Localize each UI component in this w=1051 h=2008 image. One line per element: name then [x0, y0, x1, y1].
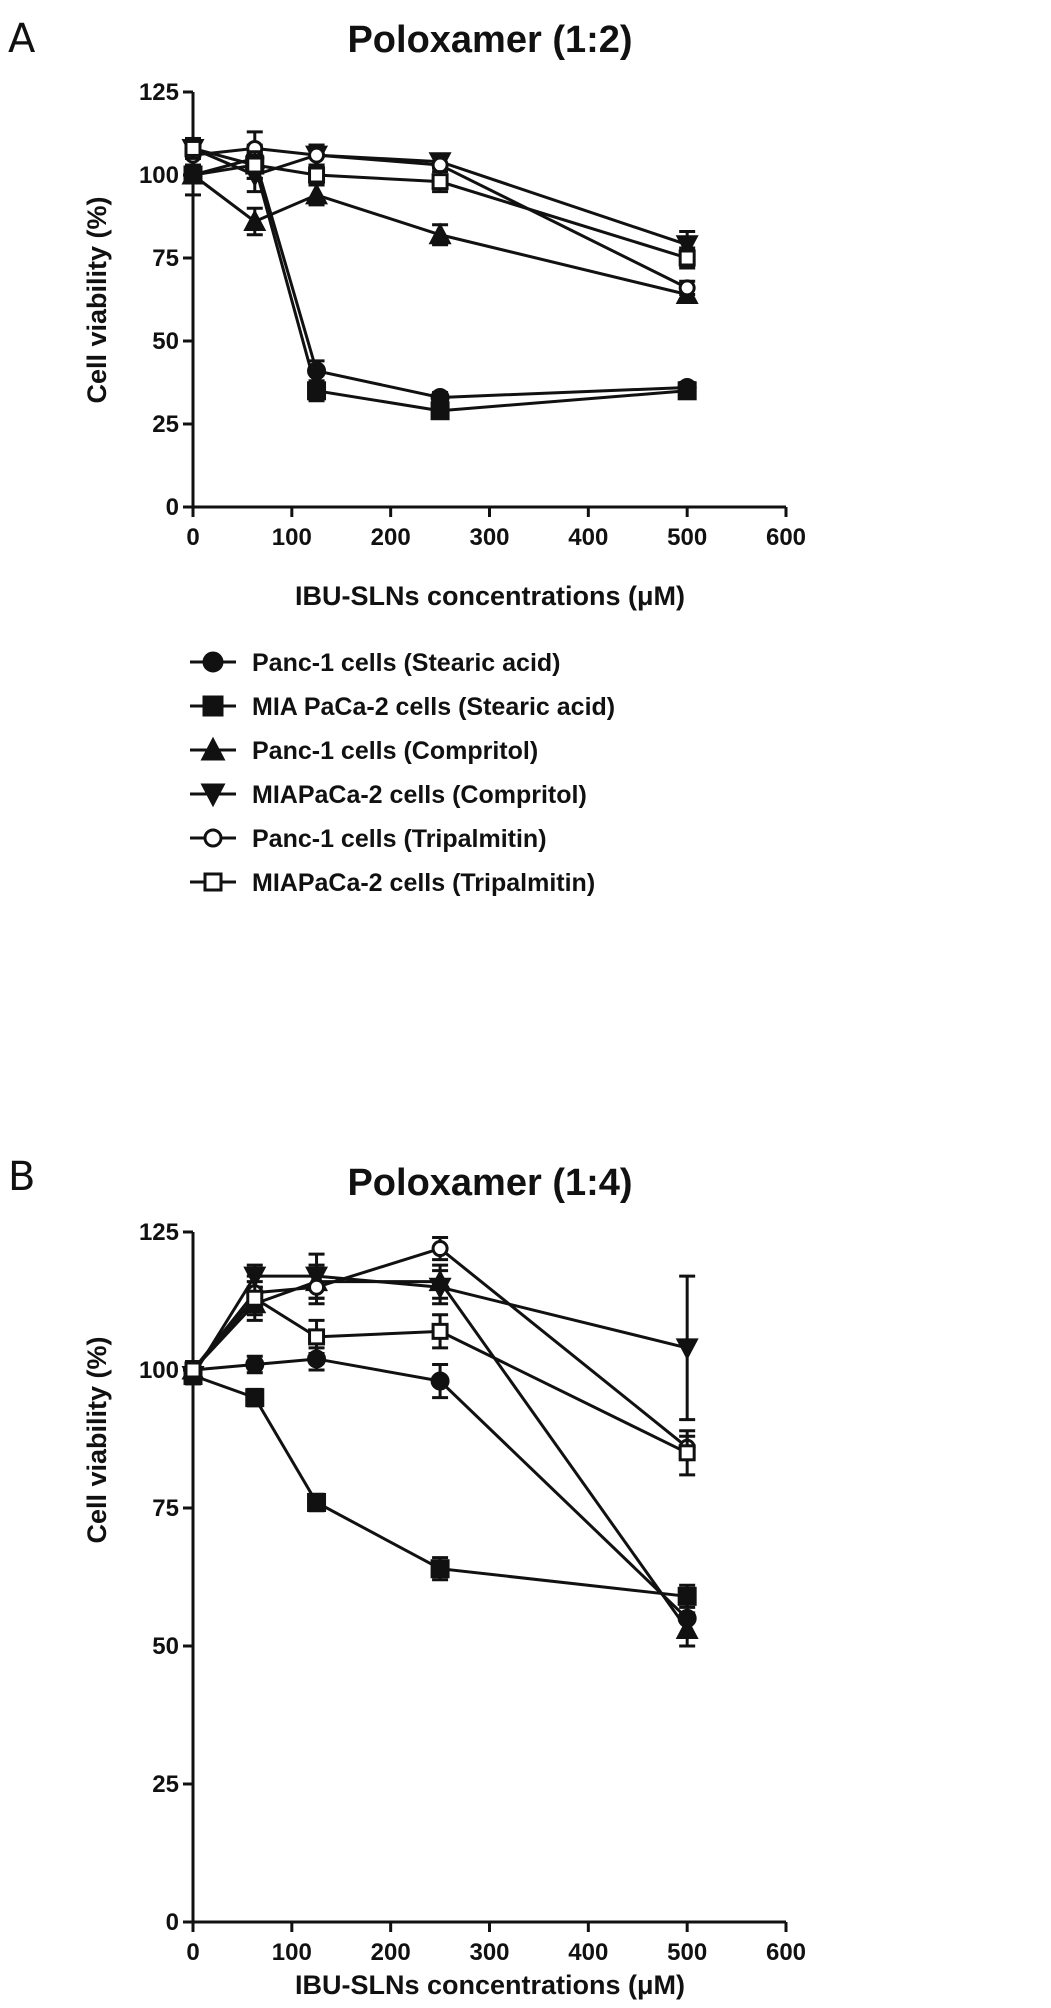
data-point [431, 1322, 449, 1340]
legend-marker [203, 872, 223, 892]
data-point [677, 1586, 697, 1606]
panel-letter-b: B [8, 1154, 35, 1200]
data-point [428, 1277, 452, 1300]
x-tick-label: 300 [469, 1939, 509, 1966]
data-point [246, 156, 264, 174]
data-point [430, 401, 450, 421]
x-tick-label: 400 [568, 524, 608, 551]
data-point [675, 1338, 699, 1361]
y-tick-label: 100 [139, 1357, 179, 1384]
legend-label: Panc-1 cells (Tripalmitin) [252, 825, 547, 853]
x-tick-label: 500 [667, 1939, 707, 1966]
x-axis-label: IBU-SLNs concentrations (μM) [295, 581, 685, 611]
x-tick-label: 600 [766, 1939, 806, 1966]
data-point [430, 1559, 450, 1579]
x-tick-label: 0 [186, 1939, 199, 1966]
x-tick-label: 600 [766, 524, 806, 551]
data-point [308, 146, 326, 164]
data-point [307, 381, 327, 401]
data-point [246, 1289, 264, 1307]
legend-marker [200, 736, 226, 761]
chart-title: Poloxamer (1:4) [347, 1162, 632, 1204]
data-point [305, 182, 329, 205]
chart-panel-b: Poloxamer (1:4) Cell viability (%) IBU-S… [82, 1162, 806, 2000]
data-point [243, 209, 267, 231]
data-point [431, 173, 449, 191]
x-tick-label: 200 [371, 1939, 411, 1966]
y-tick-label: 50 [152, 1633, 179, 1660]
legend-label: Panc-1 cells (Stearic acid) [252, 649, 560, 677]
data-point [677, 381, 697, 401]
data-point [245, 1388, 265, 1408]
data-point [308, 1278, 326, 1296]
legend-label: MIAPaCa-2 cells (Tripalmitin) [252, 869, 595, 897]
legend-label: MIA PaCa-2 cells (Stearic acid) [252, 693, 615, 721]
series-6 [184, 1280, 696, 1477]
data-point [308, 166, 326, 184]
y-tick-label: 25 [152, 411, 179, 438]
data-point [431, 156, 449, 174]
data-point [308, 1328, 326, 1346]
chart-title: Poloxamer (1:2) [347, 19, 632, 61]
y-tick-label: 0 [166, 1909, 179, 1936]
x-tick-label: 400 [568, 1939, 608, 1966]
series-6 [184, 136, 696, 270]
legend-item: Panc-1 cells (Tripalmitin) [190, 825, 547, 853]
chart-panel-a: Poloxamer (1:2) Cell viability (%) IBU-S… [82, 19, 806, 611]
legend-label: Panc-1 cells (Compritol) [252, 737, 538, 765]
data-point [428, 222, 452, 245]
y-tick-label: 50 [152, 328, 179, 355]
legend-item: MIAPaCa-2 cells (Compritol) [190, 781, 587, 809]
legend-label: MIAPaCa-2 cells (Compritol) [252, 781, 587, 809]
y-tick-label: 100 [139, 162, 179, 189]
series-2 [183, 1365, 697, 1609]
x-tick-label: 300 [469, 524, 509, 551]
data-point [678, 249, 696, 267]
y-tick-label: 75 [152, 245, 179, 272]
legend-item: Panc-1 cells (Compritol) [190, 736, 538, 765]
data-point [678, 279, 696, 297]
panel-letter-a: A [8, 16, 36, 62]
data-point [181, 162, 205, 185]
y-tick-label: 125 [139, 1219, 179, 1246]
data-point [675, 235, 699, 257]
y-tick-label: 25 [152, 1771, 179, 1798]
legend-item: Panc-1 cells (Stearic acid) [190, 649, 560, 677]
y-tick-label: 125 [139, 79, 179, 106]
x-tick-label: 0 [186, 524, 199, 551]
data-point [184, 139, 202, 157]
data-point [678, 1444, 696, 1462]
data-point [675, 1617, 699, 1639]
x-tick-label: 500 [667, 524, 707, 551]
y-tick-label: 0 [166, 494, 179, 521]
legend: Panc-1 cells (Stearic acid) MIA PaCa-2 ce… [190, 649, 615, 897]
x-tick-label: 100 [272, 524, 312, 551]
x-tick-label: 100 [272, 1939, 312, 1966]
data-point [245, 1354, 265, 1374]
legend-marker [202, 651, 224, 673]
data-point [184, 1361, 202, 1379]
data-point [430, 1371, 450, 1391]
y-axis-label: Cell viability (%) [82, 196, 112, 403]
legend-marker [203, 828, 223, 848]
legend-marker [202, 695, 224, 717]
data-point [307, 1492, 327, 1512]
legend-item: MIA PaCa-2 cells (Stearic acid) [190, 693, 615, 721]
legend-item: MIAPaCa-2 cells (Tripalmitin) [190, 869, 595, 897]
data-point [431, 1240, 449, 1258]
x-axis-label: IBU-SLNs concentrations (μM) [295, 1970, 685, 2000]
y-axis-label: Cell viability (%) [82, 1336, 112, 1543]
legend-marker [200, 783, 226, 808]
x-tick-label: 200 [371, 524, 411, 551]
y-tick-label: 75 [152, 1495, 179, 1522]
